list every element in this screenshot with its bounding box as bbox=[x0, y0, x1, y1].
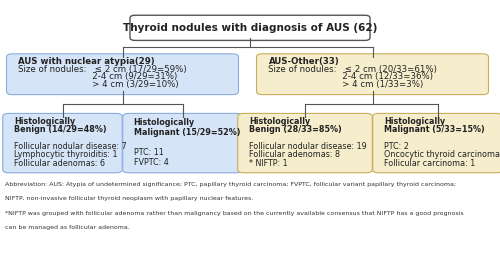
Text: FVPTC: 4: FVPTC: 4 bbox=[134, 158, 168, 167]
FancyBboxPatch shape bbox=[3, 113, 122, 173]
Text: Histologically: Histologically bbox=[134, 118, 195, 127]
Text: Size of nodules:   ≤ 2 cm (20/33=61%): Size of nodules: ≤ 2 cm (20/33=61%) bbox=[268, 65, 438, 74]
FancyBboxPatch shape bbox=[256, 54, 488, 95]
Text: Abbreviation: AUS: Atypia of undetermined significance; PTC, papillary thyroid c: Abbreviation: AUS: Atypia of undetermine… bbox=[5, 182, 456, 187]
Text: Histologically: Histologically bbox=[14, 117, 75, 126]
Text: Size of nodules:   ≤ 2 cm (17/29=59%): Size of nodules: ≤ 2 cm (17/29=59%) bbox=[18, 65, 187, 74]
Text: > 4 cm (1/33=3%): > 4 cm (1/33=3%) bbox=[268, 80, 424, 89]
Text: Follicular nodular disease: 19: Follicular nodular disease: 19 bbox=[249, 142, 366, 151]
Text: Benign (28/33=85%): Benign (28/33=85%) bbox=[249, 125, 342, 134]
Text: *NIFTP was grouped with follicular adenoma rather than malignancy based on the c: *NIFTP was grouped with follicular adeno… bbox=[5, 211, 464, 216]
Text: * NIFTP: 1: * NIFTP: 1 bbox=[249, 159, 288, 168]
FancyBboxPatch shape bbox=[123, 113, 242, 173]
FancyBboxPatch shape bbox=[6, 54, 238, 95]
Text: Follicular adenomas: 8: Follicular adenomas: 8 bbox=[249, 150, 340, 159]
Text: Malignant (15/29=52%): Malignant (15/29=52%) bbox=[134, 128, 240, 136]
Text: Oncocytic thyroid carcinoma: 2: Oncocytic thyroid carcinoma: 2 bbox=[384, 150, 500, 159]
Text: Malignant (5/33=15%): Malignant (5/33=15%) bbox=[384, 125, 484, 134]
Text: Thyroid nodules with diagnosis of AUS (62): Thyroid nodules with diagnosis of AUS (6… bbox=[123, 23, 377, 33]
Text: Histologically: Histologically bbox=[384, 117, 445, 126]
FancyBboxPatch shape bbox=[238, 113, 372, 173]
Text: Follicular adenomas: 6: Follicular adenomas: 6 bbox=[14, 159, 105, 168]
Text: NIFTP, non-invasive follicular thyroid neoplasm with papillary nuclear features.: NIFTP, non-invasive follicular thyroid n… bbox=[5, 196, 254, 201]
Text: Follicular carcinoma: 1: Follicular carcinoma: 1 bbox=[384, 159, 475, 168]
Text: PTC: 2: PTC: 2 bbox=[384, 142, 408, 151]
Text: Histologically: Histologically bbox=[249, 117, 310, 126]
FancyBboxPatch shape bbox=[373, 113, 500, 173]
Text: PTC: 11: PTC: 11 bbox=[134, 148, 164, 157]
Text: AUS with nuclear atypia(29): AUS with nuclear atypia(29) bbox=[18, 57, 155, 66]
Text: Follicular nodular disease: 7: Follicular nodular disease: 7 bbox=[14, 142, 126, 151]
Text: 2-4 cm (12/33=36%): 2-4 cm (12/33=36%) bbox=[268, 72, 434, 81]
Text: Benign (14/29=48%): Benign (14/29=48%) bbox=[14, 125, 106, 134]
Text: AUS-Other(33): AUS-Other(33) bbox=[268, 57, 339, 66]
Text: 2-4 cm (9/29=31%): 2-4 cm (9/29=31%) bbox=[18, 72, 178, 81]
FancyBboxPatch shape bbox=[130, 15, 370, 40]
Text: can be managed as follicular adenoma.: can be managed as follicular adenoma. bbox=[5, 225, 130, 230]
Text: > 4 cm (3/29=10%): > 4 cm (3/29=10%) bbox=[18, 80, 179, 89]
Text: Lymphocytic thyroiditis: 1: Lymphocytic thyroiditis: 1 bbox=[14, 150, 117, 159]
